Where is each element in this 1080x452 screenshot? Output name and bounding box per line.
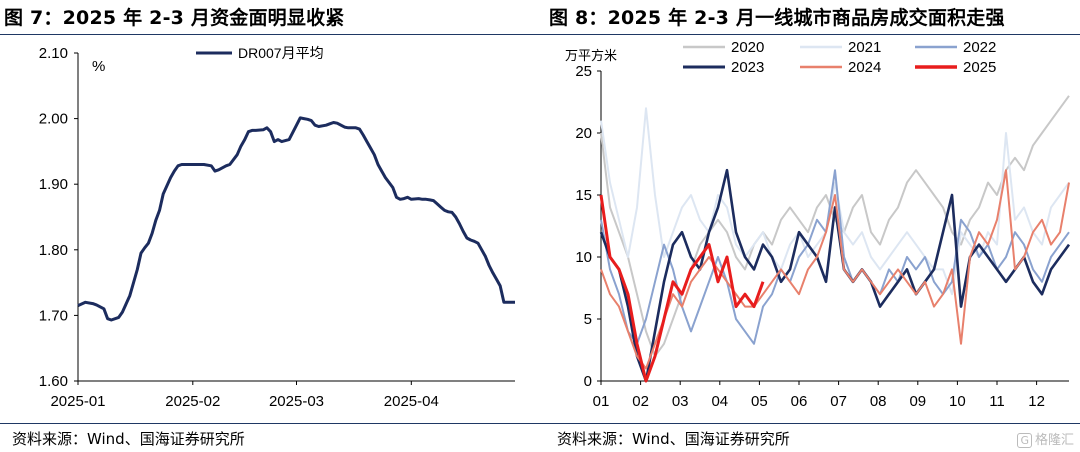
y-tick-label: 0 (584, 373, 592, 390)
series-line-2022 (600, 169, 1070, 345)
watermark: G 格隆汇 (1017, 429, 1074, 448)
y-tick-label: 20 (575, 125, 592, 142)
legend-label-2020: 2020 (731, 39, 764, 56)
right-chart-title: 图 8：2025 年 2-3 月一线城市商品房成交面积走强 (549, 7, 1005, 29)
y-tick-label: 2.10 (39, 45, 68, 62)
y-tick-label: 5 (584, 311, 592, 328)
right-source-note: 资料来源：Wind、国海证券研究所 (557, 430, 790, 448)
series-line-2023 (599, 168, 1071, 383)
x-tick-label: 2025-04 (384, 393, 439, 410)
right-bottom-rule (545, 423, 1080, 424)
series-line-2025 (599, 194, 765, 383)
x-tick-label: 12 (1028, 393, 1045, 410)
legend-label-2024: 2024 (848, 59, 881, 76)
watermark-text: 格隆汇 (1034, 433, 1074, 448)
legend-label-2021: 2021 (848, 39, 881, 56)
x-tick-label: 2025-01 (50, 393, 105, 410)
left-source-note: 资料来源：Wind、国海证券研究所 (12, 430, 245, 448)
left-chart-title: 图 7：2025 年 2-3 月资金面明显收紧 (4, 7, 345, 29)
y-tick-label: 10 (575, 249, 592, 266)
x-tick-label: 07 (830, 393, 847, 410)
x-tick-label: 05 (751, 393, 768, 410)
y-unit-label: % (92, 58, 105, 75)
dr007-line-chart: 1.60 1.70 1.80 1.90 2.00 2.10% 2025-01 2025-02 2… (39, 45, 515, 410)
legend-label-2025: 2025 (963, 59, 996, 76)
x-tick-label: 06 (791, 393, 808, 410)
y-tick-label: 1.90 (39, 176, 68, 193)
right-top-rule (545, 34, 1080, 35)
x-tick-label: 02 (632, 393, 649, 410)
legend-label-2022: 2022 (963, 39, 996, 56)
right-chart-panel: 图 8：2025 年 2-3 月一线城市商品房成交面积走强 0 5 10 15 20 25… (545, 0, 1080, 452)
watermark-logo-icon: G (1017, 433, 1032, 448)
y-tick-label: 25 (575, 63, 592, 80)
y-tick-label: 1.80 (39, 242, 68, 259)
x-tick-label: 03 (672, 393, 689, 410)
left-top-rule (0, 34, 545, 35)
x-tick-label: 08 (870, 393, 887, 410)
y-tick-label: 2.00 (39, 111, 68, 128)
x-tick-label: 01 (593, 393, 610, 410)
legend-label: DR007月平均 (238, 45, 324, 61)
left-bottom-rule (0, 423, 545, 424)
x-tick-label: 09 (909, 393, 926, 410)
x-tick-label: 04 (711, 393, 728, 410)
left-chart-panel: 图 7：2025 年 2-3 月资金面明显收紧 1.60 1.70 1.80 1.90… (0, 7, 545, 448)
x-tick-label: 10 (949, 393, 966, 410)
legend-label-2023: 2023 (731, 59, 764, 76)
series-line-dr007 (77, 116, 515, 322)
y-unit-label: 万平方米 (565, 48, 617, 63)
x-tick-label: 11 (989, 393, 1005, 410)
x-tick-label: 2025-03 (269, 393, 324, 410)
y-tick-label: 1.70 (39, 307, 68, 324)
x-tick-label: 2025-02 (165, 393, 220, 410)
series-line-2024 (600, 169, 1070, 370)
y-tick-label: 15 (575, 187, 592, 204)
y-tick-label: 1.60 (39, 373, 68, 390)
